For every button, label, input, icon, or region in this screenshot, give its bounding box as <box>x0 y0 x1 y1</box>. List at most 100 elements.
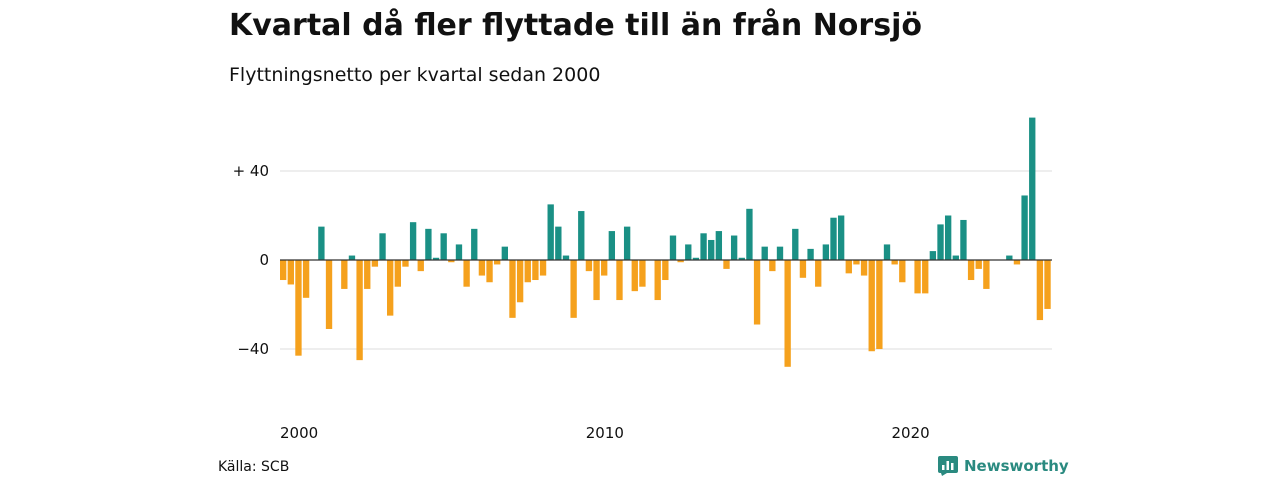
bar <box>784 260 791 367</box>
bar <box>769 260 776 272</box>
bar <box>516 260 524 303</box>
y-tick-label: 0 <box>259 251 269 269</box>
x-tick-label: 2020 <box>891 424 929 442</box>
bar <box>944 215 952 260</box>
bar <box>318 226 325 261</box>
x-tick-label: 2000 <box>280 424 318 442</box>
bar <box>402 260 409 267</box>
bar <box>379 233 386 260</box>
bar <box>1021 195 1028 260</box>
bar <box>455 244 463 260</box>
bar <box>662 260 669 281</box>
bar <box>371 260 379 267</box>
bar <box>738 257 745 260</box>
bar <box>532 260 539 281</box>
bar <box>1044 260 1051 309</box>
bar <box>845 260 852 274</box>
bar <box>302 260 310 298</box>
bar <box>692 257 700 260</box>
bar <box>723 260 730 269</box>
chart-subtitle: Flyttningsnetto per kvartal sedan 2000 <box>229 64 601 86</box>
bar <box>601 260 608 276</box>
bar <box>815 260 822 287</box>
bar <box>807 248 814 261</box>
bar <box>539 260 547 276</box>
bar <box>792 228 799 260</box>
bar <box>669 235 677 260</box>
bar <box>501 246 508 260</box>
bar <box>287 260 294 285</box>
bar <box>1006 255 1013 260</box>
bar <box>486 260 493 283</box>
bar <box>860 260 868 276</box>
bar <box>440 233 447 260</box>
bar <box>677 260 684 263</box>
bar <box>432 257 440 260</box>
bar <box>868 260 875 352</box>
bar <box>937 224 944 260</box>
bar <box>325 260 333 329</box>
bar <box>922 260 929 294</box>
bar <box>975 260 982 269</box>
source-note: Källa: SCB <box>218 459 290 475</box>
bar <box>555 226 562 261</box>
bar <box>348 255 356 260</box>
bar <box>1029 117 1036 260</box>
bar <box>830 217 837 260</box>
chart-title: Kvartal då fler flyttade till än från No… <box>229 8 922 43</box>
bar <box>409 222 417 260</box>
newsworthy-chart-icon <box>938 456 958 476</box>
bar <box>952 255 959 260</box>
y-tick-label: −40 <box>237 340 269 358</box>
brand-name: Newsworthy <box>964 457 1069 475</box>
bar <box>639 260 646 287</box>
bar <box>623 226 631 261</box>
x-axis-ticks: 2000 2010 2020 <box>280 424 930 442</box>
bar <box>715 231 723 260</box>
bar <box>746 208 753 260</box>
bar <box>708 239 715 260</box>
bar <box>509 260 516 318</box>
bar <box>983 260 990 289</box>
bar <box>417 260 424 272</box>
bar <box>1013 260 1021 265</box>
bar <box>753 260 761 325</box>
bar <box>837 215 845 260</box>
bar <box>547 204 554 261</box>
bar <box>654 260 661 301</box>
bar <box>730 235 738 260</box>
bar <box>478 260 486 276</box>
bar <box>394 260 401 287</box>
bar <box>761 246 768 260</box>
bar <box>891 260 898 265</box>
bar <box>822 244 830 260</box>
bars <box>280 117 1051 367</box>
bar <box>463 260 470 287</box>
bar <box>776 246 784 260</box>
bar <box>425 228 432 260</box>
bar <box>608 231 616 260</box>
bar <box>387 260 394 316</box>
bar <box>616 260 623 301</box>
bar <box>899 260 906 283</box>
bar <box>876 260 883 349</box>
bar <box>799 260 807 278</box>
bar <box>585 260 593 272</box>
bar <box>494 260 501 265</box>
bar <box>356 260 363 361</box>
brand-logo: Newsworthy <box>938 456 1069 476</box>
bar <box>280 260 287 281</box>
bar <box>967 260 975 281</box>
bar <box>578 211 585 260</box>
bar <box>1036 260 1044 321</box>
bar <box>364 260 371 289</box>
y-tick-label: + 40 <box>233 162 269 180</box>
bar <box>570 260 577 318</box>
bar <box>471 228 478 260</box>
bar <box>593 260 600 301</box>
x-tick-label: 2010 <box>586 424 624 442</box>
bar <box>631 260 638 292</box>
bar <box>524 260 531 283</box>
bar <box>914 260 921 294</box>
